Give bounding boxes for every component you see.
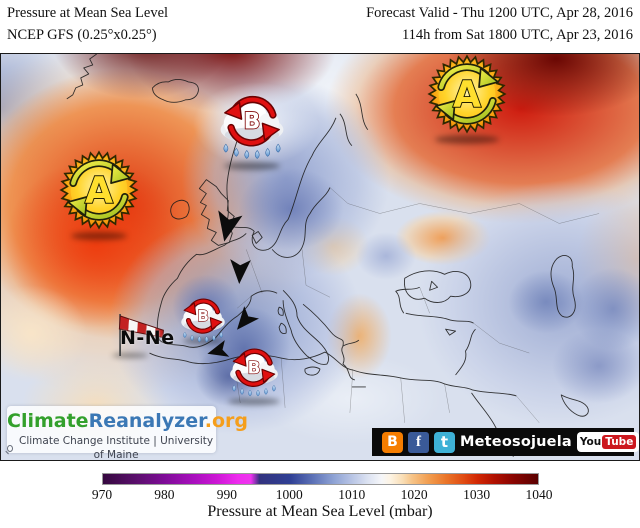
- institute-line: Climate Change Institute | University of…: [7, 434, 216, 462]
- icon-shadow: [183, 338, 223, 344]
- logo-wordmark: ClimateReanalyzer.org: [7, 408, 248, 434]
- climate-reanalyzer-logo[interactable]: ClimateReanalyzer.org Climate Change Ins…: [7, 406, 248, 461]
- colorbar-tick: 1010: [338, 487, 366, 502]
- colorbar-tick: 1000: [275, 487, 303, 502]
- colorbar-tick: 1040: [525, 487, 553, 502]
- logo-part-climate: Climate: [7, 410, 89, 432]
- colorbar-tick: 980: [154, 487, 175, 502]
- high-pressure-letter: A: [85, 169, 113, 212]
- colorbar-ticks: 970 980 990 1000 1010 1020 1030 1040: [92, 487, 553, 503]
- logo-part-org: .org: [204, 410, 249, 432]
- caspian-sea-coast: [550, 255, 576, 318]
- icon-shadow: [71, 232, 127, 240]
- north-africa-coast: [149, 351, 517, 397]
- social-handle: Meteosojuela: [460, 434, 572, 450]
- pressure-colorbar: [102, 473, 539, 485]
- institute-label: Climate Change Institute | University of…: [19, 435, 214, 461]
- icon-shadow: [435, 135, 499, 144]
- wind-arrow-icon: [218, 210, 243, 242]
- raindrops: [232, 384, 276, 397]
- windsock-icon: [118, 314, 164, 356]
- logo-part-reanalyzer: Reanalyzer: [88, 410, 205, 432]
- youtube-you-label: You: [579, 436, 602, 448]
- balkan-coast: [302, 303, 356, 381]
- facebook-icon[interactable]: f: [408, 431, 429, 453]
- persian-gulf-coast: [560, 394, 589, 417]
- low-pressure-letter: B: [248, 357, 261, 377]
- wind-arrow-icon: [230, 259, 251, 284]
- colorbar-tick: 1020: [400, 487, 428, 502]
- colorbar-caption: Pressure at Mean Sea Level (mbar): [207, 503, 433, 520]
- wind-direction-label: N-Ne: [120, 327, 175, 349]
- forecast-time-block: Forecast Valid - Thu 1200 UTC, Apr 28, 2…: [366, 3, 633, 47]
- raindrops: [183, 331, 223, 343]
- scandinavia-coast: [225, 105, 337, 251]
- forecast-valid-label: Forecast Valid - Thu 1200 UTC, Apr 28, 2…: [366, 5, 633, 21]
- pressure-anomaly-field: [1, 54, 639, 460]
- twitter-icon[interactable]: t: [434, 431, 455, 453]
- colorbar-tick: 1030: [463, 487, 491, 502]
- wind-arrow-icon: [237, 306, 259, 330]
- low-pressure-letter: B: [197, 307, 209, 325]
- page-title: Pressure at Mean Sea Level: [7, 5, 169, 21]
- colorbar-tick: 970: [91, 487, 113, 502]
- black-sea-coast: [404, 270, 472, 303]
- country-borders: [233, 187, 600, 423]
- high-pressure-letter: A: [453, 73, 481, 116]
- low-pressure-letter: B: [244, 110, 261, 135]
- anticyclone-sun-icon: A: [59, 150, 139, 230]
- magnifier-icon: [7, 444, 14, 452]
- turkey-coast: [395, 286, 474, 324]
- colorbar-tick: 990: [216, 487, 237, 502]
- greenland-coast: [66, 54, 97, 100]
- ireland-coast: [170, 199, 190, 220]
- youtube-logo[interactable]: You Tube: [576, 432, 640, 452]
- storm-cloud-icon: B: [230, 348, 278, 397]
- italy-coast: [282, 289, 329, 365]
- wind-arrow-icon: [207, 340, 230, 357]
- storm-cloud-icon: B: [181, 298, 225, 343]
- britain-coast: [198, 179, 235, 246]
- model-label: NCEP GFS (0.25°x0.25°): [7, 26, 157, 43]
- iceland-coast: [152, 78, 199, 103]
- coastlines-overlay: [66, 54, 600, 457]
- social-bar: B f t Meteosojuela You Tube: [372, 428, 640, 456]
- map-title-block: Pressure at Mean Sea Level NCEP GFS (0.2…: [7, 3, 168, 47]
- pressure-map: [0, 53, 640, 461]
- icon-shadow: [112, 353, 148, 358]
- forecast-init-label: 114h from Sat 1800 UTC, Apr 23, 2016: [401, 26, 633, 43]
- anticyclone-sun-icon: A: [427, 54, 507, 134]
- raindrops: [223, 143, 281, 159]
- icon-shadow: [228, 398, 280, 405]
- blogger-icon[interactable]: B: [382, 431, 403, 453]
- youtube-tube-label: Tube: [602, 435, 637, 449]
- storm-cloud-icon: B: [220, 95, 284, 159]
- icon-shadow: [224, 162, 280, 170]
